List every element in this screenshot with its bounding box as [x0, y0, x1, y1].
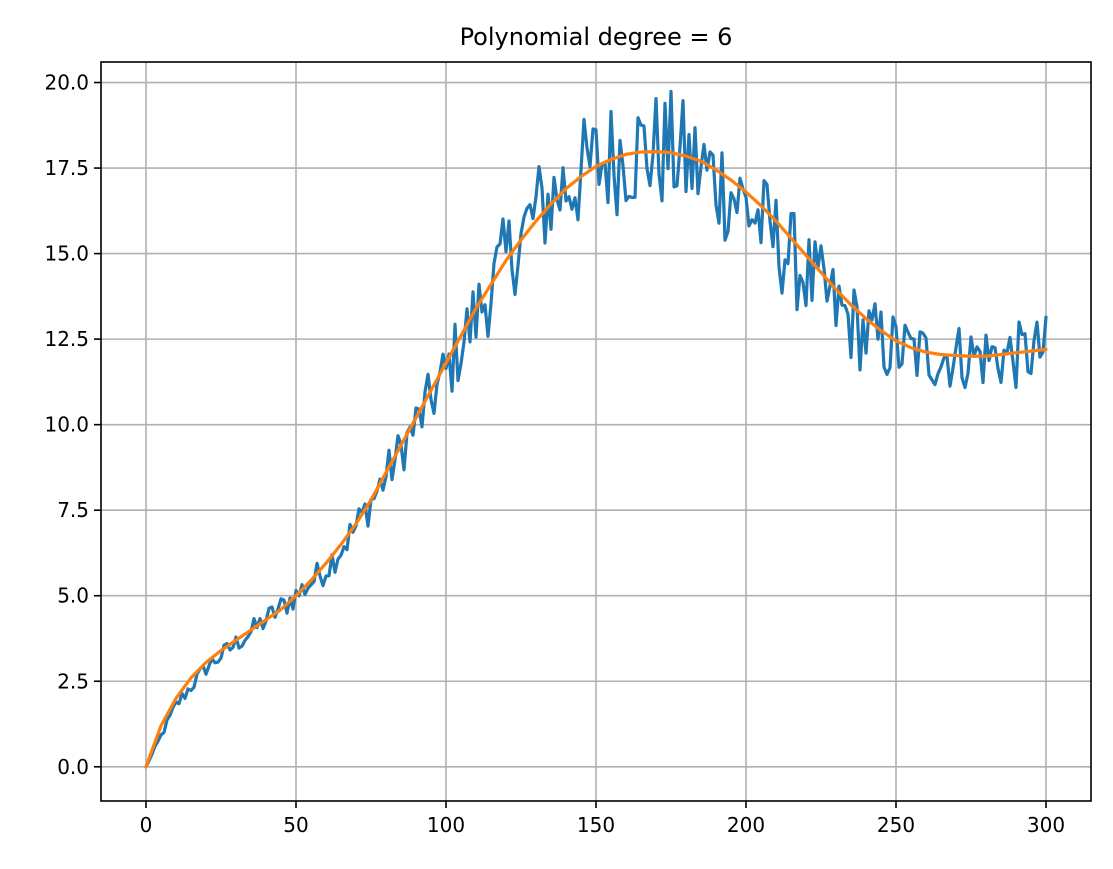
- series-line-0: [144, 89, 1048, 769]
- series-layer: [144, 89, 1048, 769]
- series-line-1: [144, 150, 1048, 769]
- y-tick-label: 20.0: [44, 71, 89, 95]
- y-tick-label: 5.0: [57, 584, 89, 608]
- x-tick-label: 300: [1027, 813, 1065, 837]
- y-tick-label: 17.5: [44, 156, 89, 180]
- y-tick-label: 0.0: [57, 755, 89, 779]
- chart-title: Polynomial degree = 6: [460, 23, 733, 51]
- y-tick-label: 2.5: [57, 669, 89, 693]
- y-tick-label: 15.0: [44, 242, 89, 266]
- y-tick-label: 12.5: [44, 327, 89, 351]
- ticks: 0 50 100 150 200 250 300 0.0 2.5 5.0 7.5 10.0 12.5 15…: [44, 71, 1065, 837]
- x-tick-label: 0: [140, 813, 153, 837]
- x-tick-label: 100: [427, 813, 465, 837]
- x-tick-label: 50: [283, 813, 308, 837]
- x-tick-label: 150: [577, 813, 615, 837]
- y-tick-label: 10.0: [44, 413, 89, 437]
- y-tick-label: 7.5: [57, 498, 89, 522]
- axes-frame: [100, 61, 1092, 802]
- x-tick-label: 200: [727, 813, 765, 837]
- x-tick-label: 250: [877, 813, 915, 837]
